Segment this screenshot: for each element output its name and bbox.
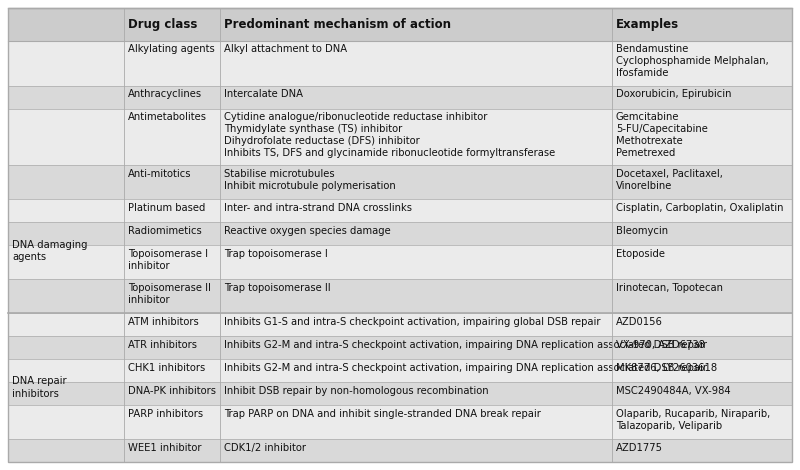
Text: Olaparib, Rucaparib, Niraparib,
Talazoparib, Veliparib: Olaparib, Rucaparib, Niraparib, Talazopa… <box>616 409 770 431</box>
Text: DNA-PK inhibitors: DNA-PK inhibitors <box>128 386 216 396</box>
Text: Bendamustine
Cyclophosphamide Melphalan,
Ifosfamide: Bendamustine Cyclophosphamide Melphalan,… <box>616 44 769 78</box>
Text: AZD1775: AZD1775 <box>616 443 663 453</box>
Text: MK8776, LY2603618: MK8776, LY2603618 <box>616 363 717 373</box>
Text: Alkylating agents: Alkylating agents <box>128 44 214 55</box>
Text: Trap topoisomerase I: Trap topoisomerase I <box>224 249 328 259</box>
Bar <box>8 313 792 336</box>
Text: PARP inhibitors: PARP inhibitors <box>128 409 203 419</box>
Text: Cisplatin, Carboplatin, Oxaliplatin: Cisplatin, Carboplatin, Oxaliplatin <box>616 203 783 212</box>
Text: Trap topoisomerase II: Trap topoisomerase II <box>224 282 330 293</box>
Text: MSC2490484A, VX-984: MSC2490484A, VX-984 <box>616 386 730 396</box>
Text: Doxorubicin, Epirubicin: Doxorubicin, Epirubicin <box>616 89 731 100</box>
Text: Irinotecan, Topotecan: Irinotecan, Topotecan <box>616 282 723 293</box>
Text: Alkyl attachment to DNA: Alkyl attachment to DNA <box>224 44 347 55</box>
Text: CHK1 inhibitors: CHK1 inhibitors <box>128 363 206 373</box>
Text: Anti-mitotics: Anti-mitotics <box>128 169 191 179</box>
Text: Reactive oxygen species damage: Reactive oxygen species damage <box>224 226 390 235</box>
Text: DNA damaging
agents: DNA damaging agents <box>12 240 87 263</box>
Text: AZD0156: AZD0156 <box>616 317 663 327</box>
Text: Stabilise microtubules
Inhibit microtubule polymerisation: Stabilise microtubules Inhibit microtubu… <box>224 169 396 190</box>
Bar <box>8 40 792 86</box>
Bar <box>8 279 792 313</box>
Text: Bleomycin: Bleomycin <box>616 226 668 235</box>
Text: CDK1/2 inhibitor: CDK1/2 inhibitor <box>224 443 306 453</box>
Text: Inhibits G2-M and intra-S checkpoint activation, impairing DNA replication assoc: Inhibits G2-M and intra-S checkpoint act… <box>224 363 707 373</box>
Text: WEE1 inhibitor: WEE1 inhibitor <box>128 443 202 453</box>
Bar <box>8 199 792 222</box>
Text: Inhibits G2-M and intra-S checkpoint activation, impairing DNA replication assoc: Inhibits G2-M and intra-S checkpoint act… <box>224 340 707 350</box>
Text: Anthracyclines: Anthracyclines <box>128 89 202 100</box>
Text: Inter- and intra-strand DNA crosslinks: Inter- and intra-strand DNA crosslinks <box>224 203 412 212</box>
Text: Trap PARP on DNA and inhibit single-stranded DNA break repair: Trap PARP on DNA and inhibit single-stra… <box>224 409 541 419</box>
Bar <box>8 222 792 245</box>
Text: Predominant mechanism of action: Predominant mechanism of action <box>224 18 451 31</box>
Text: Drug class: Drug class <box>128 18 198 31</box>
Text: Gemcitabine
5-FU/Capecitabine
Methotrexate
Pemetrexed: Gemcitabine 5-FU/Capecitabine Methotrexa… <box>616 112 708 158</box>
Text: Etoposide: Etoposide <box>616 249 665 259</box>
Bar <box>8 109 792 165</box>
Text: Cytidine analogue/ribonucleotide reductase inhibitor
Thymidylate synthase (TS) i: Cytidine analogue/ribonucleotide reducta… <box>224 112 555 158</box>
Text: Inhibits G1-S and intra-S checkpoint activation, impairing global DSB repair: Inhibits G1-S and intra-S checkpoint act… <box>224 317 601 327</box>
Bar <box>8 359 792 382</box>
Bar <box>8 86 792 109</box>
Text: Radiomimetics: Radiomimetics <box>128 226 202 235</box>
Bar <box>8 405 792 439</box>
Bar <box>8 382 792 405</box>
Text: Antimetabolites: Antimetabolites <box>128 112 207 123</box>
Bar <box>8 245 792 279</box>
Text: Topoisomerase I
inhibitor: Topoisomerase I inhibitor <box>128 249 208 271</box>
Text: Examples: Examples <box>616 18 679 31</box>
Text: DNA repair
inhibitors: DNA repair inhibitors <box>12 376 66 399</box>
Text: Docetaxel, Paclitaxel,
Vinorelbine: Docetaxel, Paclitaxel, Vinorelbine <box>616 169 723 190</box>
Text: Topoisomerase II
inhibitor: Topoisomerase II inhibitor <box>128 282 211 305</box>
Bar <box>8 8 792 40</box>
Bar <box>8 165 792 199</box>
Bar <box>8 439 792 462</box>
Text: ATR inhibitors: ATR inhibitors <box>128 340 197 350</box>
Text: Intercalate DNA: Intercalate DNA <box>224 89 303 100</box>
Bar <box>8 336 792 359</box>
Text: Inhibit DSB repair by non-homologous recombination: Inhibit DSB repair by non-homologous rec… <box>224 386 489 396</box>
Text: Platinum based: Platinum based <box>128 203 206 212</box>
Text: VX-970, AZD6738: VX-970, AZD6738 <box>616 340 705 350</box>
Text: ATM inhibitors: ATM inhibitors <box>128 317 198 327</box>
